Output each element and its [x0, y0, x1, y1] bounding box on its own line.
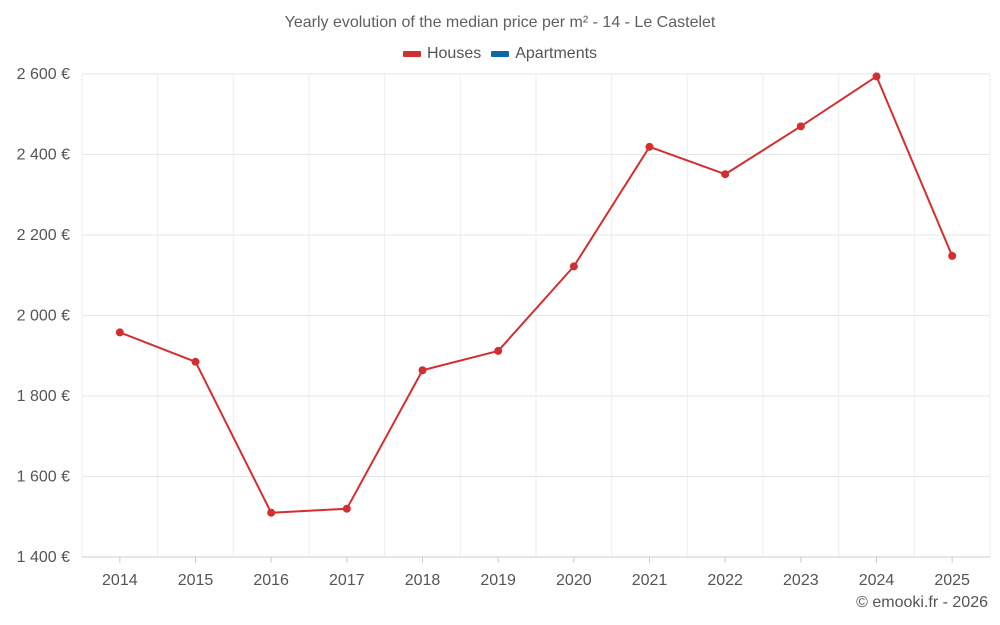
data-point-houses [418, 366, 427, 375]
data-point-houses [721, 170, 730, 179]
x-tick-label: 2018 [405, 572, 441, 589]
y-tick-label: 2 000 € [17, 308, 70, 325]
x-tick-label: 2015 [178, 572, 214, 589]
data-point-houses [872, 72, 881, 81]
legend-item-houses[interactable]: Houses [402, 45, 482, 63]
series-line-houses [119, 75, 954, 514]
y-tick-label: 2 600 € [17, 66, 70, 83]
y-tick-label: 2 200 € [17, 227, 70, 244]
x-tick-label: 2014 [102, 572, 138, 589]
data-point-houses [342, 504, 351, 513]
chart-title: Yearly evolution of the median price per… [284, 14, 716, 31]
data-point-houses [191, 357, 200, 366]
y-tick-label: 2 400 € [17, 147, 70, 164]
y-tick-label: 1 400 € [17, 549, 70, 566]
x-tick-label: 2022 [707, 572, 743, 589]
legend-swatch-apartments [491, 51, 510, 57]
y-tick-label: 1 800 € [17, 388, 70, 405]
legend-label-apartments: Apartments [515, 45, 598, 62]
legend-swatch-houses [402, 51, 421, 57]
data-point-houses [645, 142, 654, 151]
data-point-houses [494, 346, 503, 355]
x-tick-label: 2016 [253, 572, 289, 589]
x-tick-label: 2023 [783, 572, 819, 589]
data-point-houses [796, 122, 805, 131]
x-tick-label: 2017 [329, 572, 365, 589]
x-tick-label: 2021 [632, 572, 668, 589]
x-tick-label: 2019 [480, 572, 516, 589]
data-point-houses [115, 328, 124, 337]
credit-text: © emooki.fr - 2026 [856, 594, 988, 611]
data-point-houses [267, 508, 276, 517]
chart-legend: Houses Apartments [0, 45, 1000, 63]
data-point-houses [569, 262, 578, 271]
y-tick-label: 1 600 € [17, 469, 70, 486]
legend-item-apartments[interactable]: Apartments [491, 45, 597, 63]
x-tick-label: 2020 [556, 572, 592, 589]
x-tick-label: 2025 [934, 572, 970, 589]
data-point-houses [948, 251, 957, 260]
x-tick-label: 2024 [859, 572, 895, 589]
legend-label-houses: Houses [426, 45, 482, 62]
